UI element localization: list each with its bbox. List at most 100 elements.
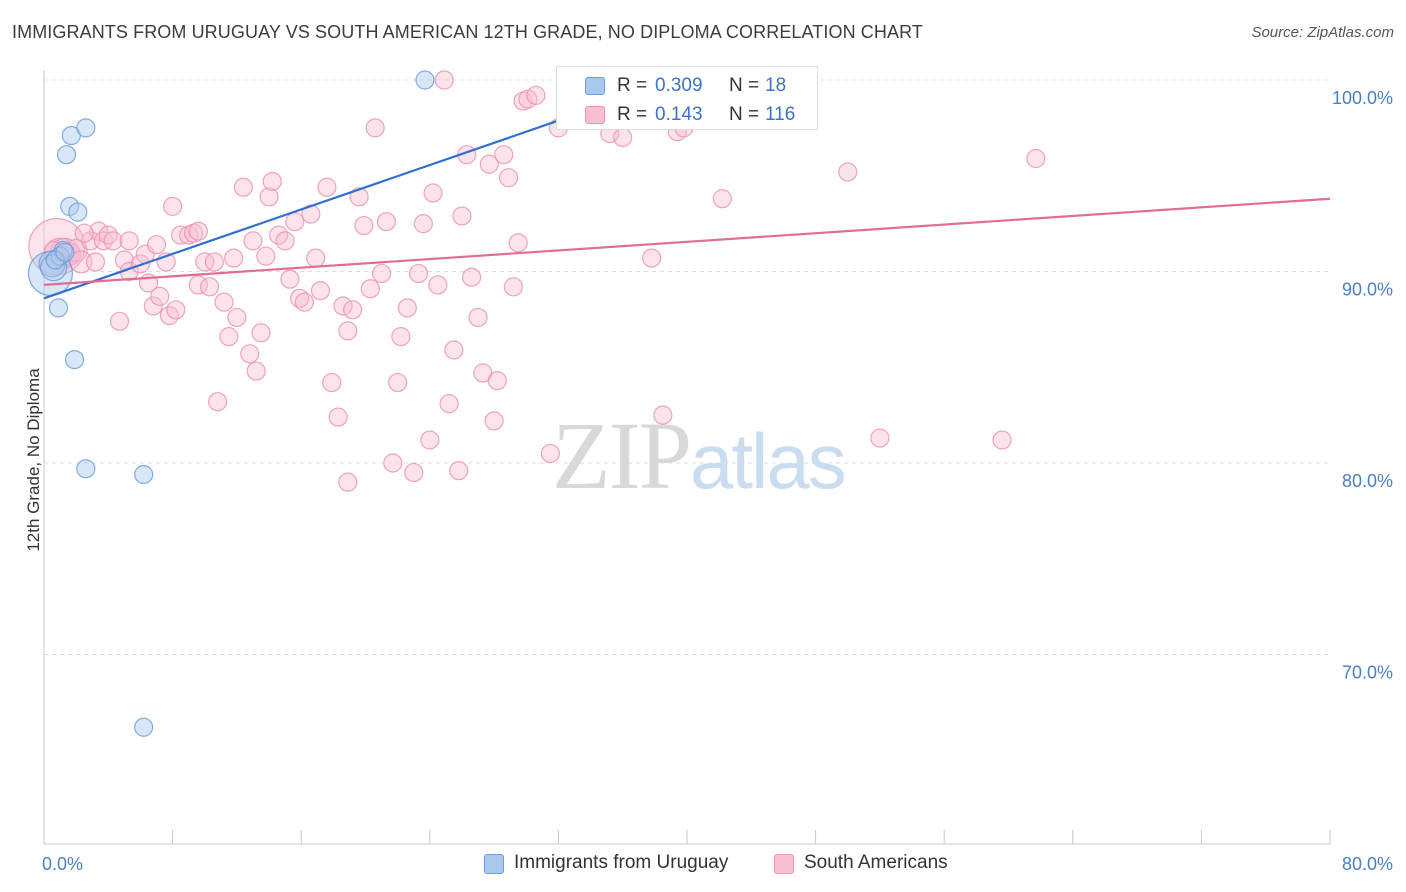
legend-n-label: N = bbox=[729, 75, 760, 96]
axes bbox=[43, 70, 1331, 845]
south-american-point bbox=[498, 168, 519, 188]
south-american-point bbox=[870, 428, 890, 448]
south-american-point bbox=[219, 327, 239, 347]
south-american-point bbox=[69, 250, 93, 274]
south-american-point bbox=[388, 372, 408, 393]
south-american-point bbox=[294, 292, 315, 312]
correlation-legend: R = 0.309 N = 18 R = 0.143 N = 116 bbox=[556, 66, 818, 130]
legend-label-south-americans: South Americans bbox=[804, 852, 948, 873]
uruguay-point bbox=[48, 298, 69, 318]
south-american-point bbox=[74, 223, 94, 243]
legend-swatch-uruguay bbox=[484, 854, 504, 874]
legend-n-value: 18 bbox=[765, 75, 787, 96]
south-american-point bbox=[420, 430, 440, 450]
uruguay-point bbox=[68, 202, 88, 222]
south-american-point bbox=[349, 187, 369, 207]
legend-swatch-south-americans bbox=[774, 854, 794, 874]
uruguay-point bbox=[64, 349, 85, 370]
south-american-point bbox=[354, 215, 374, 236]
south-american-point bbox=[317, 177, 337, 197]
south-american-point bbox=[85, 252, 106, 272]
south-american-point bbox=[188, 221, 208, 241]
y-tick-label: 100.0% bbox=[1332, 88, 1393, 108]
south-american-point bbox=[214, 292, 234, 312]
south-american-point bbox=[343, 300, 363, 320]
south-american-point bbox=[449, 461, 469, 481]
south-american-point bbox=[461, 267, 482, 287]
south-american-point bbox=[408, 263, 429, 284]
south-american-point bbox=[89, 221, 109, 241]
legend-r-label: R = bbox=[617, 104, 648, 125]
data-points bbox=[27, 70, 1046, 737]
south-american-point bbox=[166, 300, 186, 320]
legend-row-south-americans: R = 0.143 N = 116 bbox=[557, 100, 817, 130]
south-american-point bbox=[240, 344, 260, 364]
watermark-zip: ZIP bbox=[552, 402, 692, 509]
south-american-point bbox=[114, 250, 134, 270]
legend-n-value: 116 bbox=[765, 104, 796, 125]
y-tick-label: 80.0% bbox=[1342, 471, 1393, 491]
south-american-point bbox=[259, 187, 279, 207]
legend-label-uruguay: Immigrants from Uruguay bbox=[514, 852, 729, 873]
south-american-point bbox=[428, 275, 448, 295]
south-american-point bbox=[526, 85, 546, 105]
south-american-point bbox=[280, 269, 300, 289]
uruguay-point bbox=[76, 118, 96, 138]
south-american-point bbox=[143, 296, 163, 316]
south-american-point bbox=[992, 430, 1012, 450]
south-american-point bbox=[494, 145, 514, 165]
south-american-point bbox=[391, 327, 411, 347]
uruguay-point bbox=[45, 250, 65, 270]
y-tick-label: 70.0% bbox=[1342, 663, 1393, 683]
south-american-point bbox=[642, 248, 662, 268]
south-american-point bbox=[243, 231, 263, 251]
legend-row-uruguay: R = 0.309 N = 18 bbox=[557, 71, 817, 101]
south-american-point bbox=[484, 411, 504, 431]
y-tick-label: 90.0% bbox=[1342, 280, 1393, 300]
south-american-point bbox=[397, 298, 417, 318]
south-american-point bbox=[208, 392, 228, 412]
legend-r-value: 0.309 bbox=[655, 75, 703, 96]
south-american-point bbox=[195, 252, 215, 272]
south-american-point bbox=[275, 231, 295, 251]
south-american-point bbox=[163, 196, 183, 216]
south-american-point bbox=[310, 281, 331, 301]
chart-title: IMMIGRANTS FROM URUGUAY VS SOUTH AMERICA… bbox=[12, 22, 923, 42]
south-american-point bbox=[109, 311, 130, 331]
south-american-point bbox=[1026, 148, 1046, 169]
south-american-point bbox=[653, 405, 673, 425]
legend-r-value: 0.143 bbox=[655, 104, 703, 125]
south-american-point bbox=[434, 70, 454, 90]
watermark: ZIPatlas bbox=[552, 400, 847, 511]
uruguay-point bbox=[415, 70, 435, 90]
uruguay-point bbox=[56, 145, 77, 165]
south-american-point bbox=[365, 118, 385, 138]
legend-r-label: R = bbox=[617, 75, 648, 96]
south-american-point bbox=[306, 248, 326, 268]
south-american-point bbox=[487, 371, 507, 391]
south-american-point bbox=[503, 277, 523, 297]
south-american-point bbox=[376, 212, 396, 232]
south-american-point bbox=[468, 307, 488, 328]
grid-lines bbox=[44, 79, 1330, 655]
x-tick-label: 0.0% bbox=[42, 854, 83, 874]
uruguay-point bbox=[55, 242, 75, 262]
south-american-point bbox=[233, 177, 253, 197]
source-credit: Source: ZipAtlas.com bbox=[1251, 24, 1394, 41]
trend-line-uruguay bbox=[43, 119, 559, 300]
south-american-point bbox=[540, 443, 560, 464]
south-american-point bbox=[262, 171, 282, 192]
south-american-point bbox=[712, 189, 732, 209]
south-american-point bbox=[613, 127, 633, 148]
uruguay-point bbox=[76, 459, 96, 479]
x-tick-label: 80.0% bbox=[1342, 854, 1393, 874]
south-american-point bbox=[508, 233, 528, 253]
south-american-point bbox=[146, 235, 167, 255]
uruguay-point bbox=[40, 254, 68, 282]
south-american-point bbox=[285, 212, 305, 232]
south-american-point bbox=[479, 154, 499, 174]
south-american-point bbox=[256, 246, 276, 266]
south-american-point bbox=[251, 323, 271, 343]
south-american-point bbox=[452, 206, 472, 226]
south-american-point bbox=[150, 286, 170, 306]
